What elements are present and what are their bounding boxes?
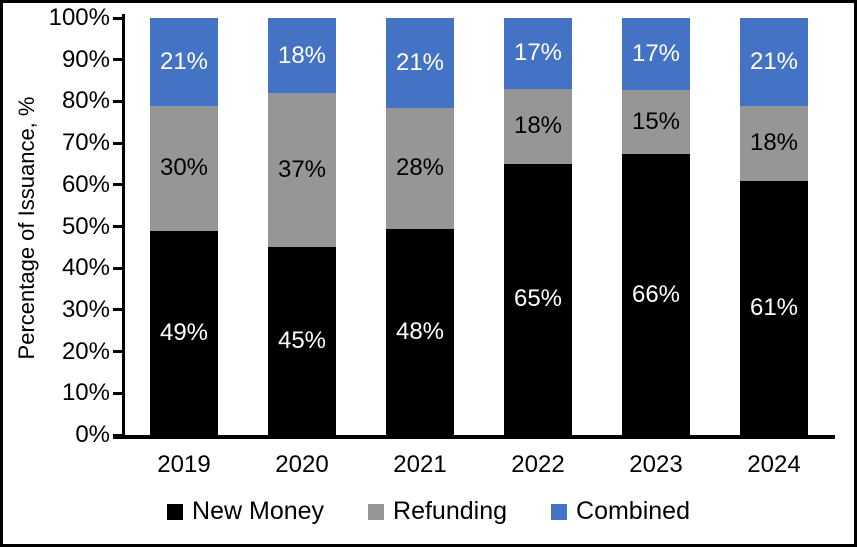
legend-item-new-money: New Money	[167, 497, 324, 526]
y-tick-label: 10%	[61, 379, 110, 407]
legend: New Money Refunding Combined	[0, 497, 857, 526]
bar-segment-new-money	[150, 230, 218, 435]
x-axis-label: 2020	[275, 451, 329, 478]
bar-data-label: 28%	[395, 154, 445, 182]
bar-segment-refunding	[386, 108, 454, 229]
y-tick-mark	[113, 141, 125, 145]
bar-data-label: 21%	[159, 47, 209, 75]
bar-segment-new-money	[504, 163, 572, 435]
bar-data-label: 15%	[631, 108, 681, 136]
bar-data-label: 17%	[513, 39, 563, 67]
y-tick-label: 80%	[61, 87, 110, 115]
legend-swatch-icon	[368, 503, 385, 520]
bar-data-label: 17%	[631, 40, 681, 68]
x-axis-label: 2021	[393, 451, 447, 478]
y-tick-mark	[113, 350, 125, 354]
bar-segment-new-money	[622, 154, 690, 435]
y-tick-mark	[113, 391, 125, 395]
x-axis-label: 2023	[629, 451, 683, 478]
bar-data-label: 45%	[277, 327, 327, 355]
bar-segment-combined	[622, 18, 690, 91]
bar-data-label: 48%	[395, 317, 445, 345]
bar-segment-refunding	[740, 105, 808, 181]
bar-data-label: 61%	[749, 293, 799, 321]
legend-label: New Money	[192, 497, 325, 525]
y-tick-label: 0%	[75, 421, 110, 448]
y-tick-label: 100%	[48, 4, 110, 31]
y-tick-mark	[113, 16, 125, 20]
bar-segment-refunding	[150, 105, 218, 231]
bar-data-label: 21%	[749, 47, 799, 75]
y-tick-label: 70%	[61, 129, 110, 157]
y-tick-mark	[113, 99, 125, 103]
legend-label: Refunding	[393, 497, 508, 525]
bar-data-label: 18%	[513, 112, 563, 140]
y-tick-label: 50%	[61, 212, 110, 240]
x-axis-label: 2022	[511, 451, 565, 478]
x-axis-label: 2019	[157, 451, 211, 478]
y-tick-label: 30%	[61, 295, 110, 323]
bar-data-label: 65%	[513, 285, 563, 313]
bar-data-label: 49%	[159, 318, 209, 346]
bar-segment-new-money	[386, 228, 454, 435]
bar-segment-new-money	[268, 247, 336, 435]
legend-item-refunding: Refunding	[368, 497, 507, 526]
y-tick-label: 40%	[61, 254, 110, 282]
y-tick-mark	[113, 225, 125, 228]
bar-segment-combined	[268, 18, 336, 94]
bar-segment-combined	[504, 18, 572, 89]
bar-segment-refunding	[268, 93, 336, 248]
y-tick-label: 60%	[61, 170, 110, 198]
legend-swatch-icon	[167, 503, 184, 520]
y-tick-mark	[113, 266, 125, 270]
y-tick-mark	[113, 183, 125, 187]
bar-segment-combined	[150, 18, 218, 106]
legend-label: Combined	[576, 497, 690, 525]
legend-swatch-icon	[551, 503, 568, 520]
y-tick-label: 20%	[61, 337, 110, 365]
bar-data-label: 21%	[395, 49, 445, 77]
x-axis-line	[113, 435, 835, 439]
y-tick-mark	[113, 58, 125, 62]
bar-segment-new-money	[740, 180, 808, 435]
y-tick-mark	[113, 433, 125, 437]
bar-segment-combined	[740, 18, 808, 106]
legend-item-combined: Combined	[551, 497, 690, 526]
bar-segment-refunding	[622, 90, 690, 155]
x-axis-label: 2024	[747, 451, 801, 478]
bar-data-label: 66%	[631, 280, 681, 308]
bar-data-label: 18%	[749, 129, 799, 157]
bar-data-label: 30%	[159, 154, 209, 182]
bar-data-label: 37%	[277, 156, 327, 184]
bar-data-label: 18%	[277, 41, 327, 69]
bar-segment-combined	[386, 18, 454, 109]
y-tick-mark	[113, 308, 125, 312]
bar-segment-refunding	[504, 88, 572, 164]
y-tick-label: 90%	[61, 45, 110, 73]
